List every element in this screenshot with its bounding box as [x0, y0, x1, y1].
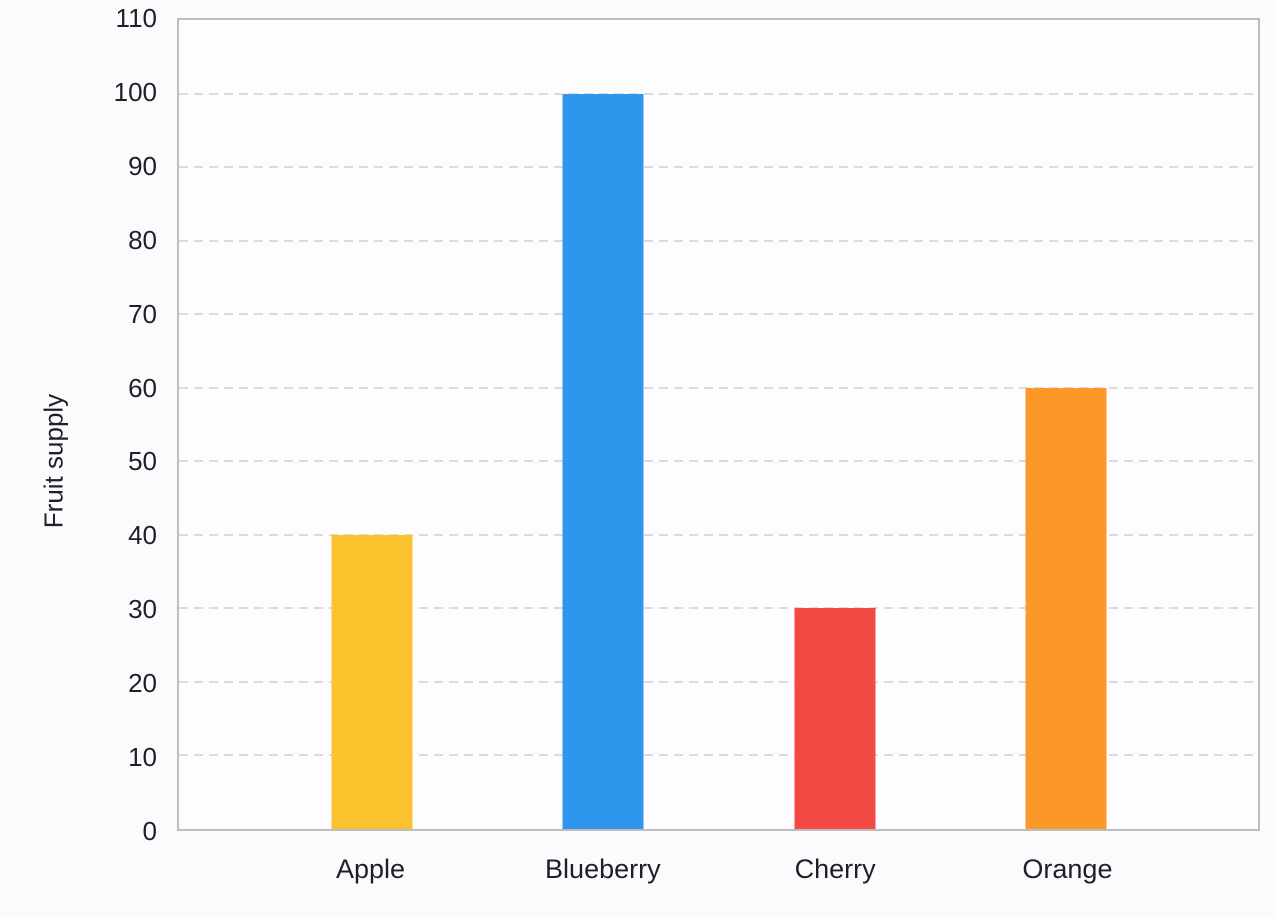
- y-tick-label-30: 30: [128, 594, 157, 625]
- bar-cherry: [794, 608, 876, 829]
- y-tick-label-10: 10: [128, 742, 157, 773]
- y-tick-label-60: 60: [128, 372, 157, 403]
- plot-area: [177, 18, 1260, 831]
- bar-apple: [331, 534, 413, 829]
- y-tick-label-0: 0: [142, 816, 157, 846]
- x-label-blueberry: Blueberry: [545, 854, 661, 884]
- gridline-90: [179, 166, 1258, 169]
- y-tick-label-40: 40: [128, 520, 157, 551]
- y-tick-label-90: 90: [128, 150, 157, 181]
- gridline-100: [179, 92, 1258, 95]
- y-tick-label-80: 80: [128, 224, 157, 255]
- x-axis-labels: Apple Blueberry Cherry Orange: [177, 854, 1260, 894]
- y-tick-label-50: 50: [128, 446, 157, 477]
- x-label-cherry: Cherry: [794, 854, 876, 884]
- x-label-orange: Orange: [1022, 854, 1113, 884]
- bar-orange: [1025, 387, 1107, 829]
- y-tick-label-20: 20: [128, 668, 157, 699]
- y-tick-label-110: 110: [115, 3, 157, 33]
- x-label-apple: Apple: [336, 854, 406, 884]
- y-tick-label-70: 70: [128, 298, 157, 329]
- y-tick-label-100: 100: [113, 76, 157, 107]
- gridline-70: [179, 313, 1258, 316]
- gridline-80: [179, 239, 1258, 242]
- y-axis-ticks: 0 10 20 30 40 50 60 70 80 90 100 110: [0, 5, 157, 844]
- bar-blueberry: [562, 93, 644, 829]
